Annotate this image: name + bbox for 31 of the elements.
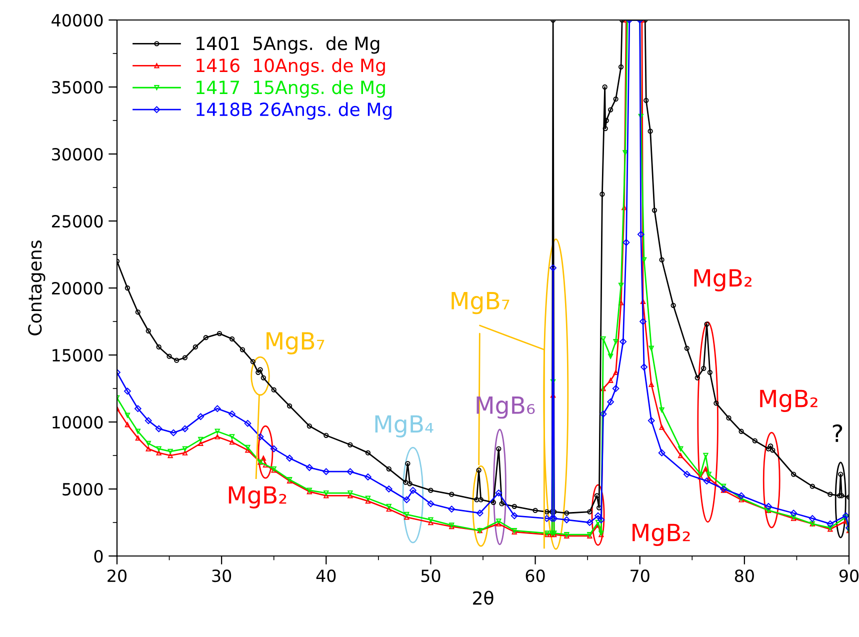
x-tick-label: 70 (630, 569, 650, 582)
annotation: MgB₂ (228, 486, 286, 508)
annotation: MgB₂ (760, 390, 818, 412)
legend-label: 1401 5Angs. de Mg (196, 36, 380, 54)
x-tick-label: 80 (734, 569, 754, 582)
legend-label: 1417 15Angs. de Mg (196, 80, 385, 98)
y-tick-label: 10000 (52, 416, 103, 429)
x-tick-label: 20 (108, 569, 126, 582)
x-tick-label: 90 (839, 569, 858, 582)
annotation: MgB₂ (694, 269, 752, 292)
annotation: MgB₇ (452, 292, 510, 314)
y-tick-label: 30000 (52, 148, 103, 161)
y-tick-label: 25000 (52, 214, 103, 228)
x-tick-label: 50 (421, 569, 440, 582)
y-tick-label: 35000 (52, 80, 103, 94)
y-tick-label: 40000 (52, 14, 103, 27)
y-tick-label: 0 (94, 550, 103, 563)
annotation: MgB₄ (375, 415, 434, 438)
y-tick-label: 20000 (52, 282, 103, 295)
y-axis-title: Contagens (28, 240, 46, 336)
x-tick-label: 60 (526, 569, 545, 582)
y-tick-label: 5000 (62, 482, 103, 496)
x-tick-label: 40 (316, 569, 336, 582)
legend-label: 1418B 26Angs. de Mg (196, 102, 392, 120)
annotation: MgB₂ (632, 524, 690, 546)
x-axis-title: 2θ (473, 590, 494, 605)
y-tick-label: 15000 (52, 348, 103, 362)
x-tick-label: 30 (212, 569, 232, 582)
annotation: MgB₇ (266, 332, 324, 354)
annotation: ? (832, 424, 842, 442)
legend-label: 1416 10Angs. de Mg (196, 58, 385, 76)
